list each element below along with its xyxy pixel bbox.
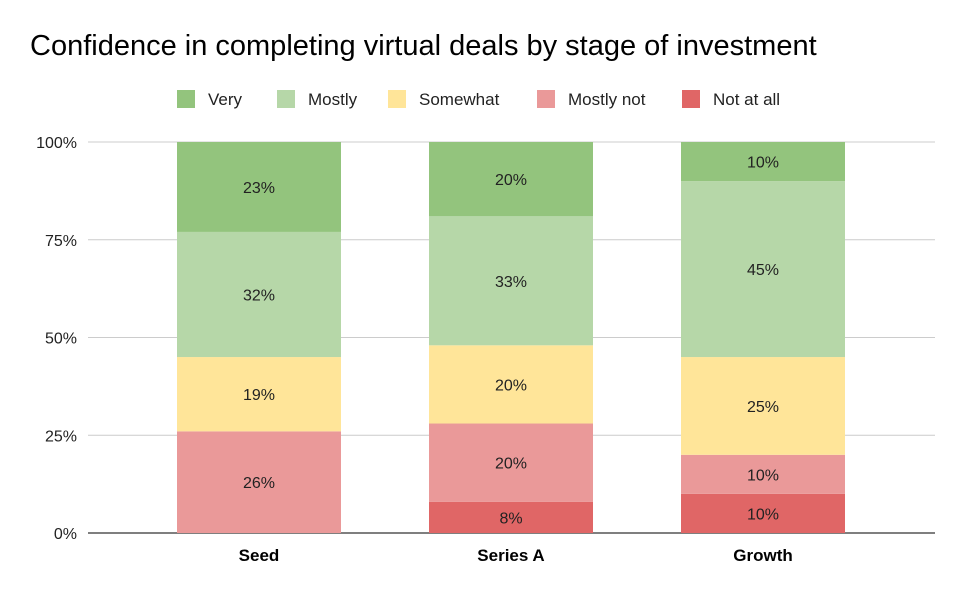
bar-segment: [681, 181, 845, 358]
x-category-label: Seed: [239, 546, 280, 565]
data-label: 23%: [243, 180, 275, 197]
legend-label: Mostly not: [568, 90, 646, 109]
data-label: 10%: [747, 155, 779, 172]
x-category-label: Series A: [477, 546, 544, 565]
bar-segment: [681, 493, 845, 533]
data-label: 32%: [243, 287, 275, 304]
bar-segment: [177, 142, 341, 232]
y-tick-label: 50%: [45, 331, 77, 348]
data-label: 33%: [495, 274, 527, 291]
legend-swatch: [388, 90, 406, 108]
chart-title: Confidence in completing virtual deals b…: [30, 30, 817, 62]
legend-label: Somewhat: [419, 90, 500, 109]
data-label: 10%: [747, 506, 779, 523]
data-label: 25%: [747, 399, 779, 416]
bar-segment: [681, 454, 845, 494]
bar-segment: [429, 423, 593, 502]
legend-label: Mostly: [308, 90, 358, 109]
legend-swatch: [277, 90, 295, 108]
data-label: 20%: [495, 172, 527, 189]
bar-segment: [177, 231, 341, 358]
x-category-label: Growth: [733, 546, 793, 565]
bar-segment: [429, 501, 593, 533]
y-tick-label: 100%: [36, 135, 77, 152]
legend-swatch: [682, 90, 700, 108]
y-tick-label: 25%: [45, 428, 77, 445]
legend-label: Not at all: [713, 90, 780, 109]
data-label: 20%: [495, 456, 527, 473]
legend-swatch: [177, 90, 195, 108]
data-label: 20%: [495, 377, 527, 394]
bar-segment: [429, 216, 593, 346]
legend-swatch: [537, 90, 555, 108]
data-label: 8%: [499, 510, 522, 527]
bar-segment: [429, 345, 593, 424]
data-label: 19%: [243, 387, 275, 404]
y-tick-label: 75%: [45, 233, 77, 250]
bar-segment: [177, 357, 341, 432]
bar-segment: [177, 431, 341, 533]
data-label: 26%: [243, 475, 275, 492]
bar-segment: [429, 142, 593, 217]
data-label: 45%: [747, 262, 779, 279]
legend-label: Very: [208, 90, 243, 109]
bar-segment: [681, 142, 845, 182]
y-tick-label: 0%: [54, 526, 77, 543]
bar-segment: [681, 357, 845, 455]
data-label: 10%: [747, 467, 779, 484]
